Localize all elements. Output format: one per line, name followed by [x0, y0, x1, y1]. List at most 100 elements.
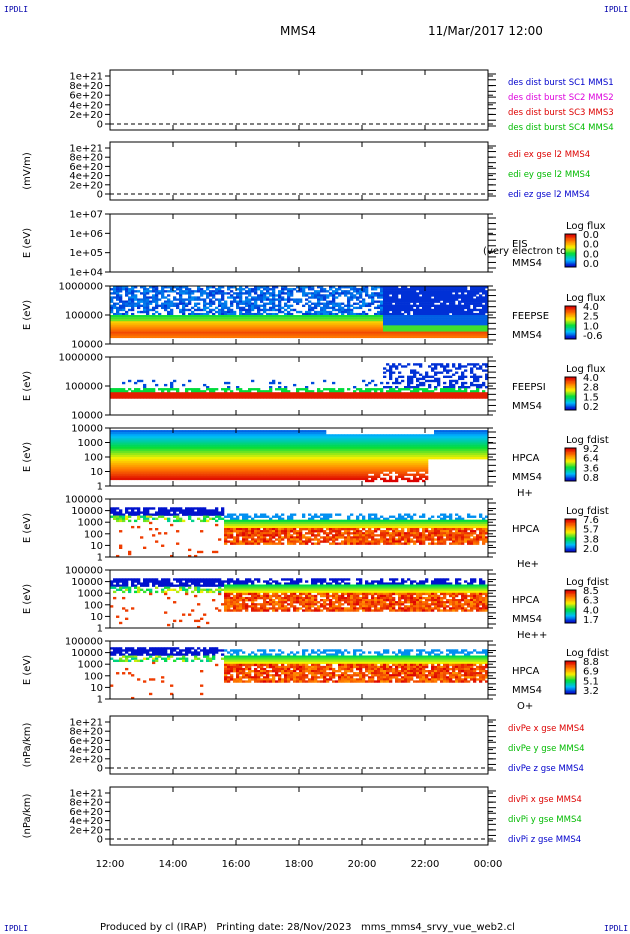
spectrogram-cell	[146, 302, 150, 305]
spectrogram-cell	[440, 304, 444, 308]
spectrogram-cell	[482, 298, 486, 301]
spectrogram-cell	[275, 446, 279, 450]
spectrogram-cell	[305, 310, 309, 314]
spectrogram-cell	[365, 327, 369, 330]
spectrogram-cell	[110, 450, 114, 454]
spectrogram-cell	[194, 477, 198, 481]
spectrogram-cell	[182, 442, 186, 445]
spectrogram-cell	[344, 335, 348, 339]
spectrogram-cell	[131, 469, 135, 472]
spectrogram-cell	[239, 463, 243, 466]
spectrogram-cell	[323, 329, 327, 332]
spectrogram-cell	[266, 302, 270, 305]
spectrogram-cell	[428, 296, 432, 299]
spectrogram-cell	[266, 331, 270, 334]
spectrogram-cell	[149, 396, 153, 399]
spectrogram-cell	[416, 390, 420, 393]
spectrogram-cell	[143, 450, 147, 454]
spectrogram-cell	[131, 298, 135, 301]
spectrogram-cell	[293, 325, 297, 328]
spectrogram-cell	[230, 319, 234, 322]
spectrogram-cell	[230, 469, 234, 472]
spectrogram-cell	[170, 333, 174, 337]
spectrogram-cell	[161, 390, 165, 393]
spectrogram-cell	[479, 290, 483, 293]
spectrogram-cell	[263, 296, 267, 299]
spectrogram-cell	[200, 430, 204, 433]
spectrogram-cell	[194, 442, 198, 445]
spectrogram-cell	[302, 288, 306, 291]
spectrogram-cell	[194, 457, 198, 460]
spectrogram-cell	[389, 365, 393, 368]
spectrogram-cell	[146, 392, 150, 395]
spectrogram-cell	[482, 335, 486, 339]
spectrogram-cell	[242, 450, 246, 454]
spectrogram-cell	[227, 434, 231, 437]
spectrogram-cell	[233, 333, 237, 337]
spectrogram-cell	[410, 379, 414, 383]
spectrogram-cell	[236, 477, 240, 481]
spectrogram-cell	[248, 290, 252, 293]
spectrogram-cell	[311, 396, 315, 399]
spectrogram-cell	[347, 394, 351, 397]
spectrogram-cell	[263, 392, 267, 395]
spectrogram-cell	[161, 325, 165, 328]
spectrogram-cell	[473, 323, 477, 326]
spectrogram-cell	[413, 294, 417, 297]
spectrogram-cell	[443, 390, 447, 393]
spectrogram-cell	[140, 440, 144, 443]
spectrogram-cell	[110, 300, 114, 303]
spectrogram-cell	[218, 430, 222, 433]
spectrogram-cell	[137, 471, 141, 474]
spectrogram-cell	[230, 394, 234, 397]
spectrogram-cell	[377, 286, 381, 289]
spectrogram-cell	[377, 392, 381, 395]
spectrogram-cell	[158, 430, 162, 433]
spectrogram-cell	[215, 459, 219, 462]
spectrogram-cell	[380, 286, 384, 289]
spectrogram-cell	[452, 379, 456, 383]
spectrogram-cell	[266, 290, 270, 293]
spectrogram-cell	[431, 396, 435, 399]
colorbar-step	[565, 329, 576, 332]
spectrogram-cell	[188, 473, 192, 476]
spectrogram-cell	[287, 288, 291, 291]
spectrogram-cell	[197, 461, 201, 464]
spectrogram-cell	[344, 317, 348, 320]
spectrogram-cell	[125, 463, 129, 466]
spectrogram-cell	[116, 442, 120, 445]
spectrogram-cell	[479, 304, 483, 308]
spectrogram-cell	[290, 321, 294, 324]
spectrogram-cell	[464, 392, 468, 395]
spectrogram-cell	[170, 302, 174, 305]
spectrogram-cell	[371, 317, 375, 320]
spectrogram-cell	[212, 302, 216, 305]
spectrogram-cell	[314, 394, 318, 397]
spectrogram-cell	[212, 317, 216, 320]
spectrogram-cell	[380, 381, 384, 385]
spectrogram-cell	[455, 294, 459, 297]
spectrogram-cell	[425, 329, 429, 332]
spectrogram-cell	[215, 444, 219, 447]
spectrogram-cell	[314, 329, 318, 332]
spectrogram-cell	[185, 329, 189, 332]
spectrogram-cell	[182, 319, 186, 322]
spectrogram-cell	[239, 477, 243, 481]
spectrogram-cell	[383, 302, 387, 305]
spectrogram-cell	[329, 312, 333, 316]
spectrogram-cell	[236, 317, 240, 320]
spectrogram-cell	[113, 333, 117, 337]
spectrogram-cell	[188, 444, 192, 447]
spectrogram-cell	[146, 448, 150, 452]
spectrogram-cell	[311, 329, 315, 332]
spectrogram-cell	[137, 465, 141, 468]
spectrogram-cell	[182, 290, 186, 293]
spectrogram-cell	[203, 327, 207, 330]
spectrogram-cell	[347, 298, 351, 301]
spectrogram-cell	[332, 325, 336, 328]
colorbar-step	[565, 386, 576, 389]
spectrogram-cell	[383, 292, 387, 295]
spectrogram-cell	[200, 436, 204, 439]
spectrogram-cell	[176, 446, 180, 450]
spectrogram-cell	[263, 286, 267, 289]
